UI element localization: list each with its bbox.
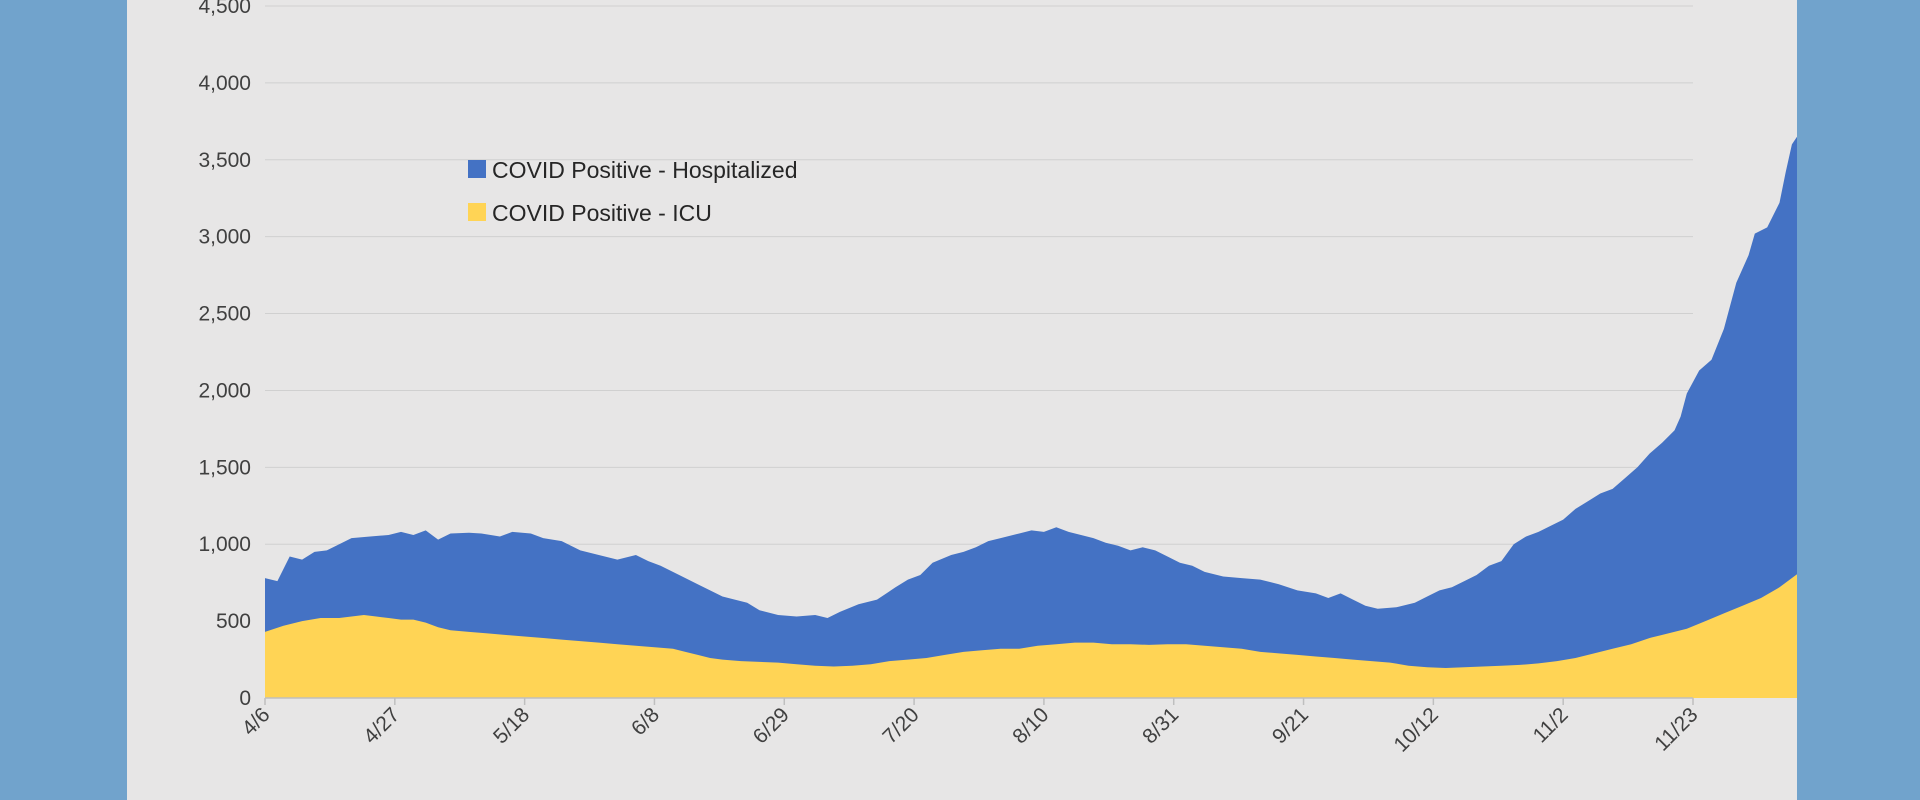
legend-label-hospitalized: COVID Positive - Hospitalized: [492, 157, 798, 183]
area-series-1: [265, 574, 1797, 698]
chart-panel: 0 500 1,000 1,500 2,000 2,500 3,000 3,500 4,000 4…: [127, 0, 1797, 800]
y-tick-label: 3,000: [198, 226, 251, 249]
chart: 0 500 1,000 1,500 2,000 2,500 3,000 3,500 4,000 4…: [198, 0, 1797, 757]
x-tick-label: 11/2: [1529, 703, 1573, 747]
y-tick-label: 500: [216, 610, 251, 633]
x-tick-label: 7/20: [878, 703, 923, 748]
y-tick-label: 4,500: [198, 0, 251, 18]
legend-swatch-hospitalized: [468, 160, 486, 178]
x-axis-labels: 4/6 4/27 5/18 6/8 6/29 7/20 8/10 8/31 9/21 10/12 1…: [238, 703, 1703, 756]
y-tick-label: 0: [239, 687, 251, 710]
x-tick-label: 6/8: [627, 703, 664, 740]
x-tick-label: 8/10: [1008, 703, 1053, 748]
x-tick-label: 10/12: [1389, 703, 1442, 756]
y-tick-label: 1,000: [198, 533, 251, 556]
x-tick-label: 11/23: [1650, 703, 1702, 755]
y-tick-label: 3,500: [198, 149, 251, 172]
legend-label-icu: COVID Positive - ICU: [492, 200, 712, 226]
y-axis-labels: 0 500 1,000 1,500 2,000 2,500 3,000 3,500 4,000 4…: [198, 0, 251, 710]
x-tick-label: 8/31: [1138, 703, 1183, 748]
area-series: [265, 136, 1797, 698]
x-tick-label: 6/29: [749, 703, 794, 748]
y-tick-label: 4,000: [198, 72, 251, 95]
y-tick-label: 2,500: [198, 303, 251, 326]
area-series-0: [265, 136, 1797, 698]
y-tick-label: 1,500: [198, 456, 251, 479]
x-tick-label: 9/21: [1268, 703, 1313, 748]
x-tick-label: 4/27: [359, 703, 404, 748]
axes: [264, 697, 1694, 705]
x-tick-label: 5/18: [489, 703, 534, 748]
y-tick-label: 2,000: [198, 379, 251, 402]
legend: COVID Positive - Hospitalized COVID Posi…: [468, 157, 798, 226]
legend-swatch-icu: [468, 203, 486, 221]
gridlines: [265, 5, 1693, 622]
